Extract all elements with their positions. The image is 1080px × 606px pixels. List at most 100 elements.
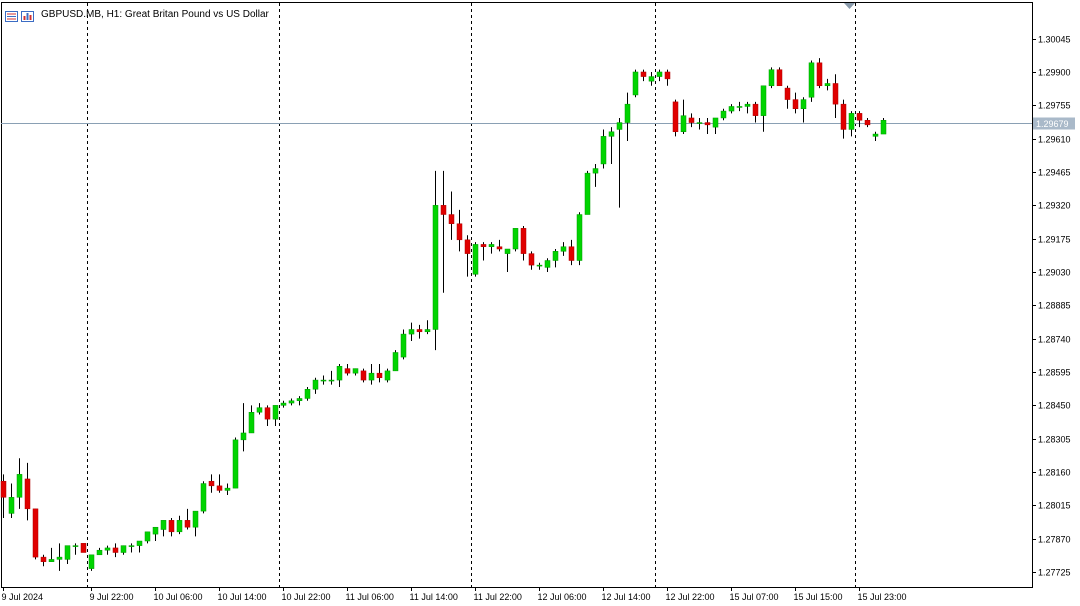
candle-bearish[interactable] [640,71,647,77]
candle-bullish[interactable] [320,379,327,382]
candle-bullish[interactable] [760,85,767,116]
candle-bullish[interactable] [256,407,263,413]
candle-bullish[interactable] [136,540,143,546]
candle-bullish[interactable] [16,474,23,498]
candle-bearish[interactable] [832,83,839,105]
candle-bullish[interactable] [392,352,399,372]
candle-bullish[interactable] [808,62,815,98]
candle-bullish[interactable] [728,106,735,112]
candle-bullish[interactable] [544,260,551,268]
candle-bullish[interactable] [576,214,583,261]
candle-bullish[interactable] [64,545,71,560]
candle-bearish[interactable] [672,101,679,133]
chart-menu-icon[interactable] [5,9,18,22]
candle-bullish[interactable] [584,172,591,215]
candle-bullish[interactable] [144,531,151,542]
candle-bullish[interactable] [88,554,95,569]
candle-bullish[interactable] [624,103,631,123]
candle-bearish[interactable] [856,113,863,121]
candle-bullish[interactable] [608,131,615,137]
candle-bullish[interactable] [472,244,479,275]
candle-bullish[interactable] [224,487,231,491]
candle-bullish[interactable] [296,398,303,402]
candle-bullish[interactable] [736,106,743,108]
candle-bullish[interactable] [328,379,335,382]
candle-bullish[interactable] [720,110,727,119]
candle-bullish[interactable] [192,510,199,528]
candle-bullish[interactable] [880,120,887,135]
candle-bullish[interactable] [768,69,775,87]
candle-bearish[interactable] [864,120,871,126]
candle-bullish[interactable] [56,556,63,560]
candle-bearish[interactable] [664,71,671,80]
candle-bearish[interactable] [464,239,471,254]
candle-bullish[interactable] [232,439,239,489]
candle-bearish[interactable] [360,370,367,381]
candle-bullish[interactable] [648,76,655,82]
candle-bearish[interactable] [264,407,271,420]
candle-bearish[interactable] [528,253,535,266]
candle-bullish[interactable] [400,333,407,358]
candle-bullish[interactable] [248,412,255,434]
candle-bearish[interactable] [24,478,31,510]
candle-bullish[interactable] [352,368,359,374]
candle-bullish[interactable] [240,432,247,441]
candle-bearish[interactable] [688,117,695,123]
candle-bullish[interactable] [128,545,135,547]
candle-bearish[interactable] [216,485,223,491]
candle-bearish[interactable] [80,543,87,553]
candle-bullish[interactable] [368,372,375,381]
candle-bullish[interactable] [592,168,599,174]
candle-bullish[interactable] [72,545,79,547]
candle-bearish[interactable] [208,480,215,487]
candle-bullish[interactable] [384,370,391,381]
candle-bearish[interactable] [440,205,447,215]
candle-bearish[interactable] [456,223,463,241]
candle-bullish[interactable] [800,99,807,110]
candle-bullish[interactable] [512,228,519,250]
candle-bearish[interactable] [168,520,175,533]
candle-bullish[interactable] [152,526,159,535]
candle-bearish[interactable] [776,69,783,87]
candle-bullish[interactable] [712,117,719,128]
candle-bullish[interactable] [424,329,431,333]
candle-bullish[interactable] [848,113,855,130]
candle-bullish[interactable] [872,133,879,137]
candle-bearish[interactable] [840,103,847,130]
candle-bullish[interactable] [272,405,279,420]
candle-bearish[interactable] [520,228,527,254]
candle-bullish[interactable] [160,520,167,530]
candle-bullish[interactable] [312,379,319,390]
candle-bearish[interactable] [184,520,191,528]
chart-shift-marker-icon[interactable] [844,3,855,9]
candle-bearish[interactable] [752,103,759,116]
candle-bullish[interactable] [616,122,623,130]
candle-bearish[interactable] [784,87,791,100]
candle-bullish[interactable] [280,402,287,406]
candle-bearish[interactable] [376,372,383,379]
candle-bullish[interactable] [696,122,703,124]
candle-bullish[interactable] [632,71,639,96]
candle-bearish[interactable] [448,214,455,224]
candle-bearish[interactable] [0,480,7,498]
candle-bullish[interactable] [200,483,207,512]
candle-bearish[interactable] [416,329,423,333]
candle-bearish[interactable] [32,508,39,558]
candle-bullish[interactable] [288,400,295,404]
candle-bearish[interactable] [112,547,119,553]
candle-bullish[interactable] [304,389,311,399]
candle-bullish[interactable] [600,136,607,165]
candle-bullish[interactable] [824,83,831,87]
candle-bearish[interactable] [344,368,351,374]
candle-bullish[interactable] [488,244,495,247]
candle-bullish[interactable] [560,246,567,252]
candle-bullish[interactable] [176,520,183,533]
candle-bullish[interactable] [120,545,127,553]
candle-bullish[interactable] [96,549,103,556]
candle-bearish[interactable] [480,244,487,247]
candle-bullish[interactable] [552,251,559,261]
bar-chart-icon[interactable] [21,9,34,22]
candle-bearish[interactable] [792,99,799,110]
candle-bearish[interactable] [568,246,575,261]
